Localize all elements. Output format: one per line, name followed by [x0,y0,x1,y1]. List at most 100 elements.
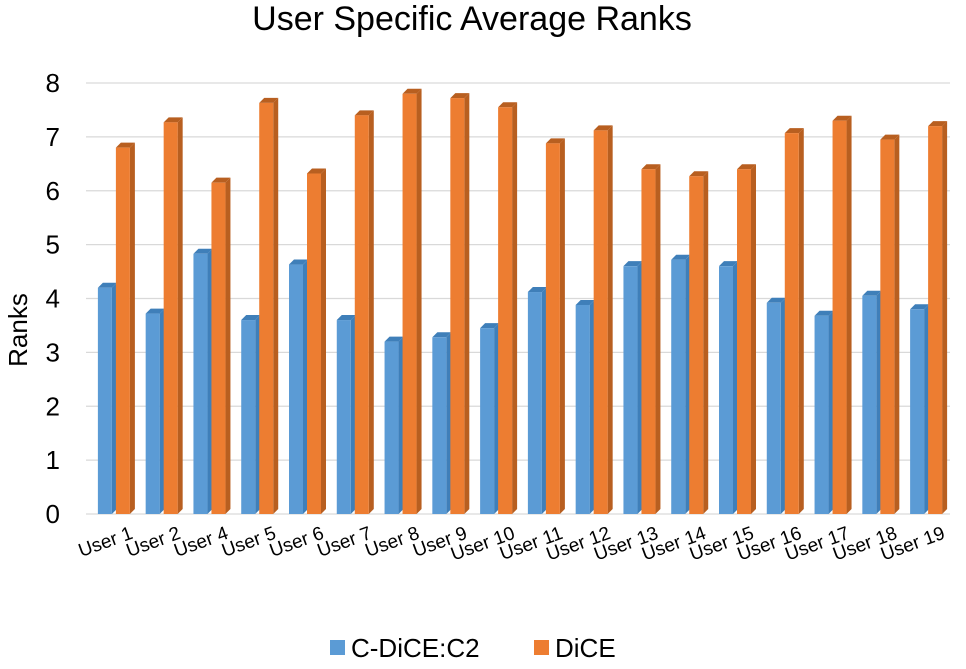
legend-swatch [534,640,549,655]
y-tick-label: 2 [46,391,60,421]
bar-dice [545,138,565,514]
bar-side [924,304,930,514]
bar-c-dice-c2 [432,332,452,514]
bar-front [259,102,274,514]
bar-front [575,304,590,514]
bar-top [402,88,422,94]
bar-c-dice-c2 [289,259,308,514]
bar-front [115,147,130,514]
bar-side [207,248,213,514]
bar-side [512,102,518,515]
bar-top [766,297,786,303]
bar-front [480,328,495,514]
bar-side [255,315,261,514]
bar-dice [115,142,135,514]
bar-front [289,264,303,514]
bars [97,88,948,515]
bar-side [876,290,882,514]
bar-top [163,117,183,123]
bar-front [97,287,112,514]
bar-dice [259,97,279,514]
legend-item: DiCE [534,633,616,663]
bar-side [494,323,500,514]
bar-top [97,282,117,288]
bar-front [498,107,513,515]
bar-front [145,313,160,514]
bar-front [354,115,369,514]
bar-dice [402,88,422,515]
bar-side [321,168,326,514]
legend-item: C-DiCE:C2 [330,633,480,663]
y-tick-label: 1 [46,445,60,475]
bar-side [398,336,404,514]
bar-front [384,341,399,514]
bar-top [498,102,518,108]
bar-side [350,315,356,514]
bar-top [719,261,738,267]
bar-front [880,139,895,514]
bar-dice [450,93,470,515]
bar-front [623,266,638,514]
bar-side [129,142,135,514]
bar-side [111,282,117,514]
bar-c-dice-c2 [241,315,261,514]
bar-c-dice-c2 [719,261,738,514]
bar-top [336,315,356,321]
legend-swatch [330,640,345,655]
bar-c-dice-c2 [671,254,691,514]
bar-side [225,177,231,514]
bar-front [193,253,208,514]
bar-side [637,261,643,514]
bar-dice [689,171,709,515]
bar-front [527,292,542,514]
chart-title: User Specific Average Ranks [252,0,692,38]
bar-side [655,164,661,514]
bar-c-dice-c2 [910,304,930,514]
bar-top [545,138,565,144]
bar-c-dice-c2 [480,323,500,514]
bar-side [559,138,565,514]
bar-front [910,309,925,514]
bar-side [464,93,470,515]
y-tick-label: 7 [46,122,60,152]
bar-front [862,295,877,514]
bar-top [910,304,930,310]
bar-side [798,128,804,514]
bar-top [241,315,261,321]
bar-top [880,134,900,140]
bar-top [527,287,547,293]
bar-top [259,97,279,103]
y-axis-label: Ranks [3,293,33,367]
bar-c-dice-c2 [145,308,165,514]
bar-top [593,125,613,131]
bar-top [145,308,165,314]
bar-top [432,332,452,338]
bar-top [480,323,500,329]
bar-c-dice-c2 [575,299,595,514]
bar-side [733,261,738,514]
bar-c-dice-c2 [193,248,213,514]
bar-front [211,182,226,514]
bar-side [273,97,279,514]
bar-front [832,120,847,515]
bar-front [336,320,351,514]
bar-side [828,310,834,514]
bar-top [784,128,804,134]
bar-top [671,254,691,260]
bar-front [402,93,417,515]
y-tick-label: 5 [46,230,60,260]
bar-c-dice-c2 [766,297,786,514]
bar-side [159,308,165,514]
bar-dice [880,134,900,514]
y-tick-label: 3 [46,337,60,367]
bar-dice [498,102,518,515]
bar-front [450,98,465,515]
bar-c-dice-c2 [862,290,882,514]
bar-front [766,302,781,514]
bar-front [784,133,799,514]
bar-side [751,164,756,514]
bar-side [446,332,452,514]
y-axis: 0 1 2 3 4 5 6 7 8 [46,68,60,529]
